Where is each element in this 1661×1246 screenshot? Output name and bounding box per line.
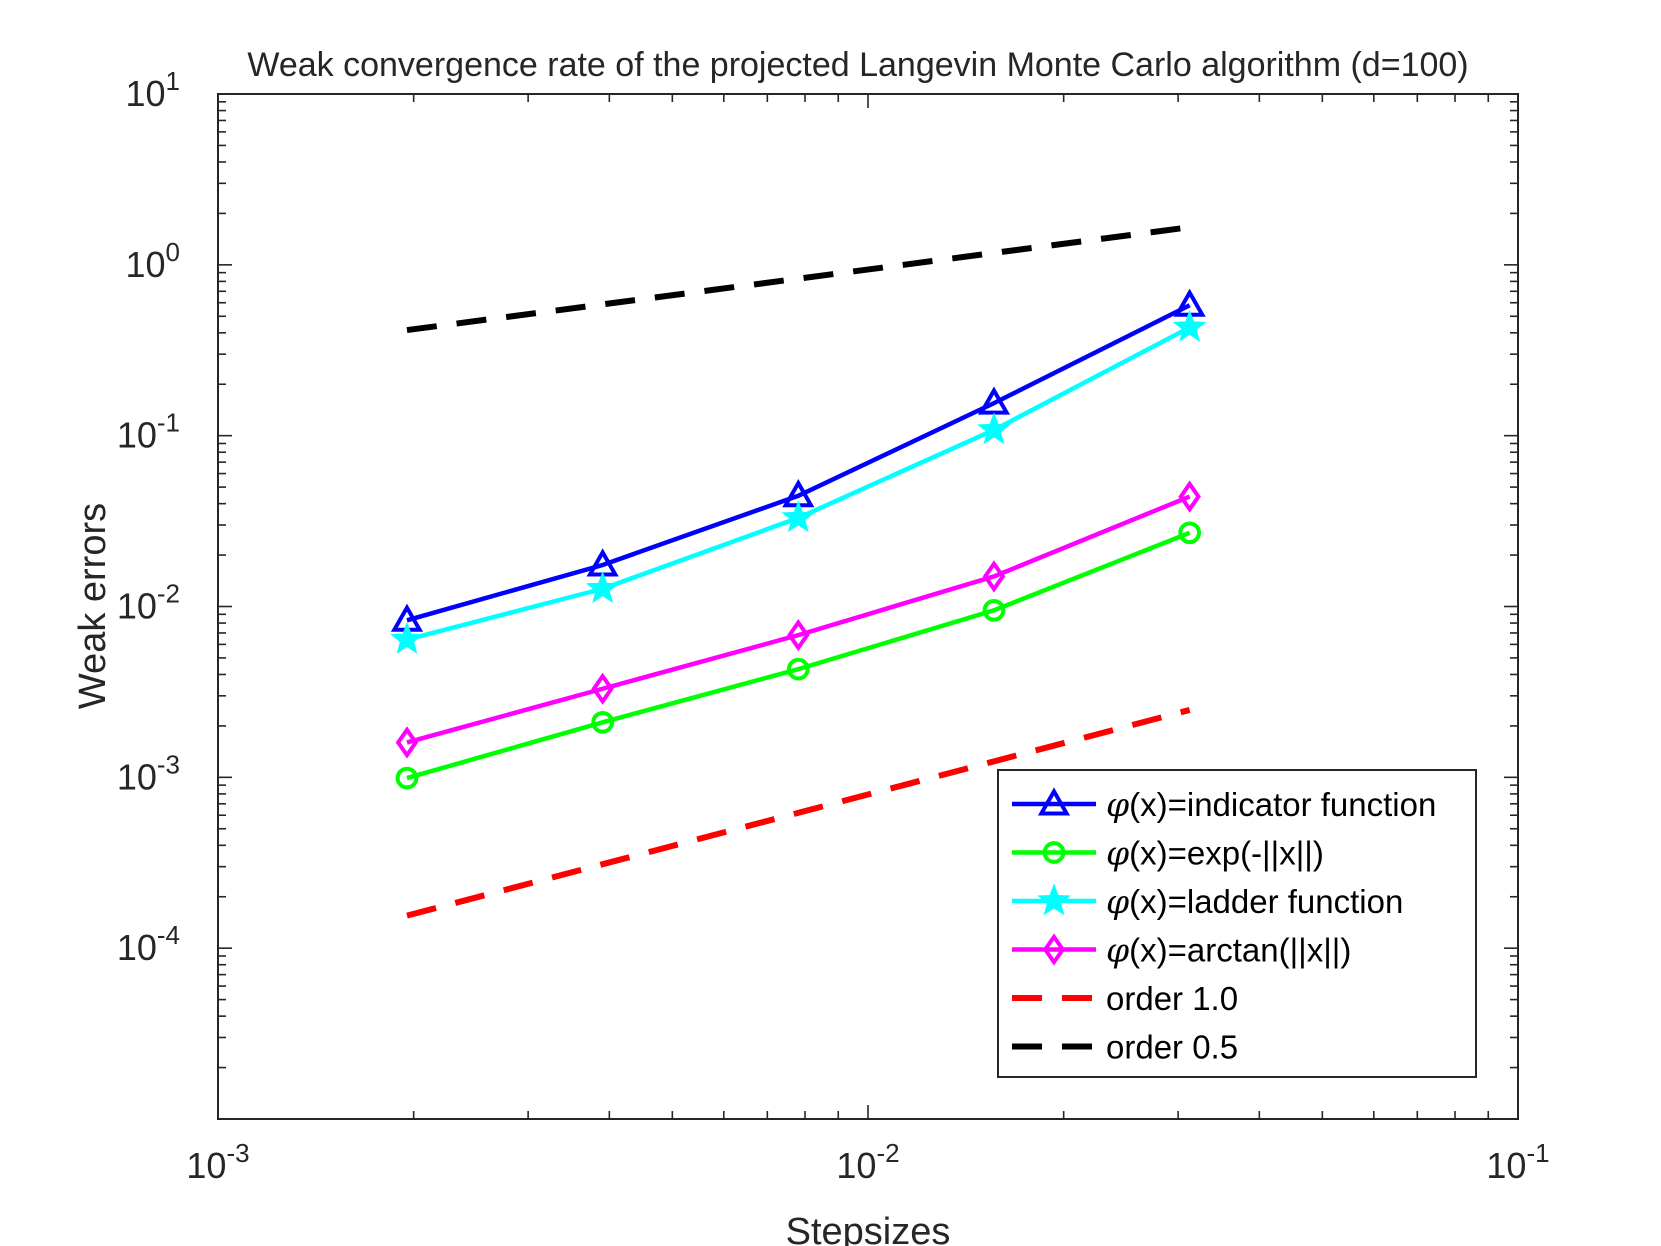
- axis-ticks: [217, 94, 1518, 1120]
- legend-label: φ(x)=ladder function: [1106, 882, 1403, 921]
- series-line-arctan: [406, 494, 1191, 745]
- tick-label-exponent: 1: [166, 66, 180, 96]
- reference-line-order-1: [406, 707, 1191, 919]
- data-point-ladder: [390, 621, 424, 654]
- reference-line-order-05: [406, 224, 1191, 334]
- tick-label-exponent: -3: [157, 749, 180, 779]
- legend: φ(x)=indicator functionφ(x)=exp(-||x||)φ…: [997, 769, 1477, 1078]
- legend-entry-exp: φ(x)=exp(-||x||): [1012, 834, 1324, 873]
- y-axis-label: Weak errors: [72, 503, 114, 709]
- legend-label: order 1.0: [1106, 980, 1238, 1017]
- x-tick-label: 10-3: [186, 1138, 249, 1186]
- tick-label-exponent: -4: [157, 920, 180, 950]
- tick-label-exponent: -2: [157, 579, 180, 609]
- tick-label-exponent: -1: [1526, 1138, 1549, 1168]
- tick-label-exponent: 0: [166, 237, 180, 267]
- y-tick-label: 10-2: [117, 579, 180, 627]
- legend-label-text: (x)=indicator function: [1129, 786, 1436, 823]
- tick-label-base: 10: [125, 73, 165, 114]
- data-point-exp: [1178, 521, 1202, 545]
- tick-label-base: 10: [125, 244, 165, 285]
- legend-entry-arctan: φ(x)=arctan(||x||): [1012, 931, 1351, 970]
- tick-label-base: 10: [117, 586, 157, 627]
- x-tick-label: 10-1: [1486, 1138, 1549, 1186]
- legend-phi-symbol: φ: [1106, 931, 1129, 970]
- legend-entry-ladder: φ(x)=ladder function: [1012, 882, 1403, 921]
- tick-label-base: 10: [1486, 1145, 1526, 1186]
- data-point-arctan: [982, 560, 1006, 593]
- chart-title: Weak convergence rate of the projected L…: [247, 46, 1468, 84]
- tick-label-base: 10: [186, 1145, 226, 1186]
- legend-label-text: (x)=exp(-||x||): [1129, 835, 1324, 872]
- legend-label-text: (x)=arctan(||x||): [1129, 932, 1351, 969]
- tick-label-base: 10: [117, 927, 157, 968]
- data-point-arctan: [1178, 480, 1201, 513]
- x-axis-label: Stepsizes: [786, 1211, 951, 1246]
- tick-label-exponent: -3: [226, 1138, 249, 1168]
- series-layer: [390, 224, 1207, 919]
- data-point-arctan: [787, 618, 810, 652]
- legend-label: order 0.5: [1106, 1029, 1238, 1066]
- tick-label-exponent: -1: [157, 408, 180, 438]
- y-tick-label: 100: [125, 237, 180, 285]
- y-tick-label: 10-1: [117, 408, 180, 456]
- y-tick-label: 10-4: [117, 920, 180, 968]
- legend-entry-order-1: order 1.0: [1012, 980, 1238, 1017]
- legend-entry-order-05: order 0.5: [1012, 1029, 1238, 1066]
- data-point-ladder: [781, 500, 816, 533]
- tick-label-base: 10: [117, 756, 157, 797]
- tick-label-base: 10: [836, 1145, 876, 1186]
- legend-phi-symbol: φ: [1106, 834, 1129, 873]
- data-point-exp: [786, 657, 810, 681]
- legend-marker: [1037, 883, 1071, 916]
- tick-label-exponent: -2: [876, 1138, 899, 1168]
- data-point-ladder: [585, 571, 620, 604]
- data-point-exp: [982, 598, 1006, 622]
- legend-box: [997, 769, 1477, 1078]
- data-point-arctan: [395, 726, 419, 759]
- legend-marker: [1042, 933, 1066, 966]
- legend-label: φ(x)=exp(-||x||): [1106, 834, 1324, 873]
- series-line-indicator: [406, 303, 1191, 623]
- y-tick-label: 101: [125, 66, 180, 114]
- legend-marker: [1042, 841, 1066, 864]
- data-point-ladder: [1172, 309, 1207, 342]
- axes-box: [217, 93, 1519, 1120]
- series-line-exp: [406, 530, 1191, 781]
- legend-entry-indicator: φ(x)=indicator function: [1012, 785, 1436, 824]
- data-point-exp: [395, 766, 419, 790]
- legend-label: φ(x)=indicator function: [1106, 785, 1436, 824]
- x-tick-label: 10-2: [836, 1138, 899, 1186]
- tick-label-base: 10: [117, 415, 157, 456]
- legend-marker: [1037, 787, 1071, 816]
- legend-label: φ(x)=arctan(||x||): [1106, 931, 1351, 970]
- legend-phi-symbol: φ: [1106, 882, 1129, 921]
- legend-label-text: (x)=ladder function: [1129, 883, 1403, 920]
- data-point-exp: [591, 710, 614, 734]
- y-tick-label: 10-3: [117, 749, 180, 797]
- data-point-ladder: [977, 412, 1011, 445]
- data-point-arctan: [591, 672, 614, 705]
- legend-phi-symbol: φ: [1106, 785, 1129, 824]
